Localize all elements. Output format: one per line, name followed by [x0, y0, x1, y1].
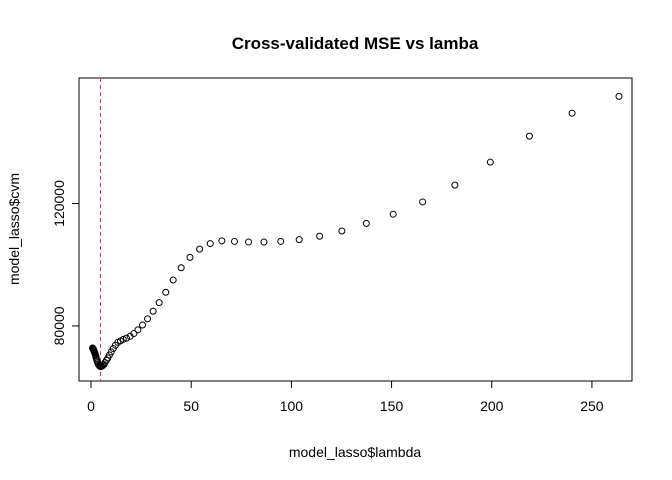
x-tick-label: 150: [380, 398, 404, 414]
data-point: [218, 237, 226, 245]
data-point: [126, 332, 134, 340]
data-point: [155, 299, 163, 307]
x-axis-label: model_lasso$lambda: [289, 444, 422, 460]
data-point: [139, 321, 147, 329]
x-tick-label: 200: [480, 398, 504, 414]
data-point: [134, 326, 142, 334]
data-point: [277, 237, 285, 245]
data-point: [568, 109, 576, 117]
data-point: [96, 362, 104, 370]
data-point: [177, 264, 185, 272]
data-point: [245, 238, 253, 246]
data-point: [206, 240, 214, 248]
data-point: [89, 344, 97, 352]
data-point: [362, 219, 370, 227]
plot-frame: [78, 77, 633, 382]
data-point: [338, 227, 346, 235]
points-group: [89, 92, 623, 371]
x-tick-label: 0: [87, 398, 95, 414]
data-point: [615, 92, 623, 100]
data-point: [389, 210, 397, 218]
data-point: [451, 181, 459, 189]
x-tick-label: 50: [183, 398, 199, 414]
data-point: [525, 132, 533, 140]
data-point: [144, 315, 152, 323]
data-point: [186, 253, 194, 261]
data-point: [162, 288, 170, 296]
data-point: [419, 198, 427, 206]
chart-title: Cross-validated MSE vs lamba: [232, 34, 479, 53]
data-point: [230, 237, 238, 245]
data-point: [149, 307, 157, 315]
data-point: [196, 245, 204, 253]
data-point: [295, 236, 303, 244]
y-axis: 80000 120000: [51, 180, 80, 345]
data-point: [316, 232, 324, 240]
data-point: [122, 334, 130, 342]
y-tick-label: 120000: [51, 180, 67, 227]
x-axis: 0 50 100 150 200 250: [87, 380, 604, 414]
data-point: [486, 158, 494, 166]
y-axis-label: model_lasso$cvm: [6, 173, 22, 285]
x-tick-label: 100: [280, 398, 304, 414]
data-point: [109, 345, 117, 353]
data-point: [260, 238, 268, 246]
y-tick-label: 80000: [51, 306, 67, 345]
x-tick-label: 250: [580, 398, 604, 414]
data-point: [169, 276, 177, 284]
